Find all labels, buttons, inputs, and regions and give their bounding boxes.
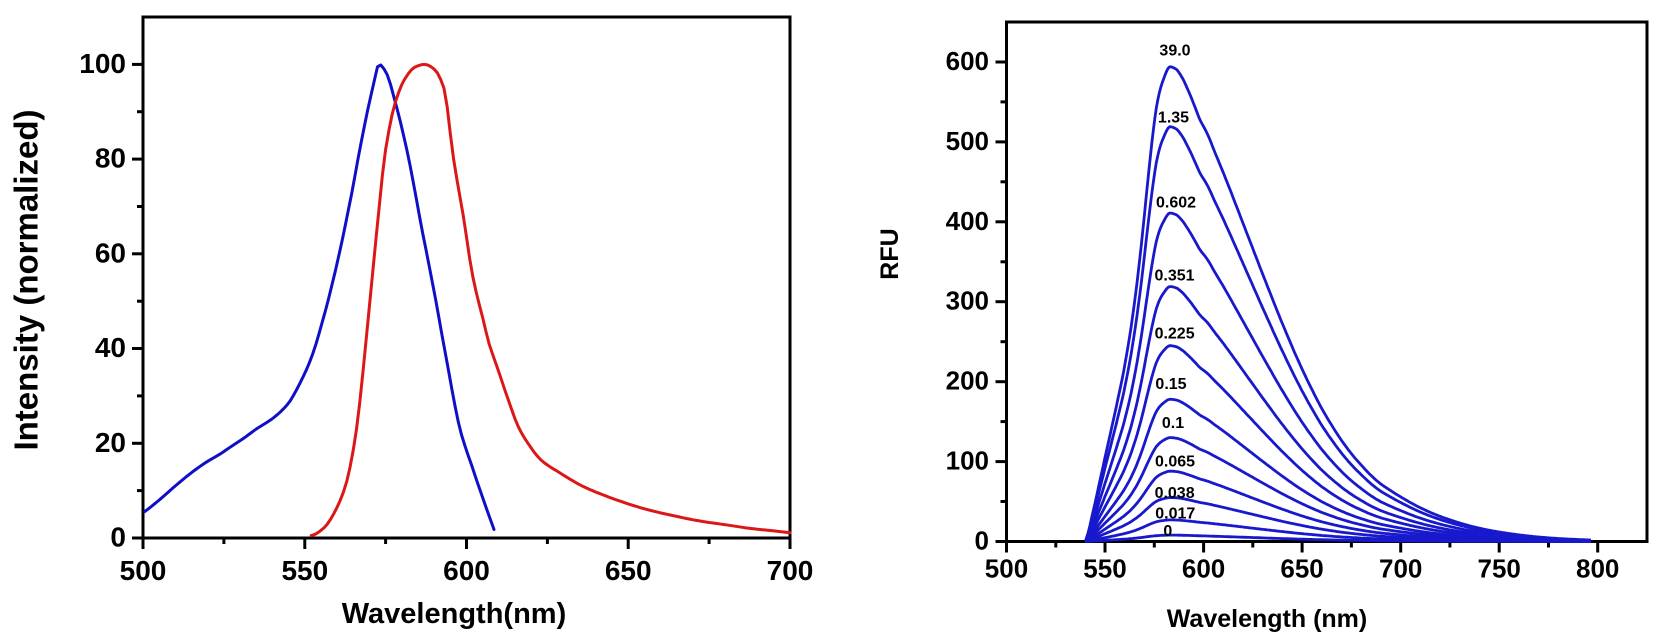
svg-text:550: 550	[281, 555, 328, 586]
svg-text:500: 500	[120, 555, 167, 586]
svg-text:Intensity (normalized): Intensity (normalized)	[8, 109, 45, 450]
svg-text:0: 0	[975, 526, 989, 556]
svg-text:0.225: 0.225	[1155, 326, 1195, 343]
svg-text:1.35: 1.35	[1158, 110, 1189, 127]
svg-text:100: 100	[79, 48, 126, 79]
svg-text:0.1: 0.1	[1162, 415, 1184, 432]
svg-text:0.038: 0.038	[1155, 485, 1195, 502]
svg-text:400: 400	[946, 206, 989, 236]
svg-text:Wavelength (nm): Wavelength (nm)	[1167, 605, 1367, 633]
svg-text:RFU: RFU	[876, 228, 904, 279]
svg-text:550: 550	[1083, 554, 1126, 584]
svg-text:0: 0	[1163, 523, 1172, 540]
svg-text:650: 650	[605, 555, 652, 586]
svg-text:0.602: 0.602	[1156, 195, 1196, 212]
svg-text:80: 80	[95, 143, 126, 174]
svg-text:500: 500	[946, 126, 989, 156]
svg-text:500: 500	[985, 554, 1028, 584]
svg-text:60: 60	[95, 237, 126, 268]
svg-text:0: 0	[110, 522, 126, 553]
svg-text:100: 100	[946, 446, 989, 476]
svg-text:700: 700	[767, 555, 814, 586]
svg-text:20: 20	[95, 427, 126, 458]
svg-text:200: 200	[946, 366, 989, 396]
svg-text:0.017: 0.017	[1155, 506, 1195, 523]
svg-text:300: 300	[946, 286, 989, 316]
svg-text:0.351: 0.351	[1154, 268, 1194, 285]
svg-text:40: 40	[95, 332, 126, 363]
svg-text:0.15: 0.15	[1155, 376, 1186, 393]
svg-text:700: 700	[1379, 554, 1422, 584]
svg-text:650: 650	[1280, 554, 1323, 584]
svg-text:600: 600	[1182, 554, 1225, 584]
svg-text:0.065: 0.065	[1155, 454, 1195, 471]
svg-text:Wavelength(nm): Wavelength(nm)	[342, 598, 566, 630]
svg-text:800: 800	[1576, 554, 1619, 584]
svg-text:39.0: 39.0	[1159, 43, 1190, 60]
svg-text:600: 600	[946, 46, 989, 76]
svg-text:750: 750	[1478, 554, 1521, 584]
svg-text:600: 600	[443, 555, 490, 586]
